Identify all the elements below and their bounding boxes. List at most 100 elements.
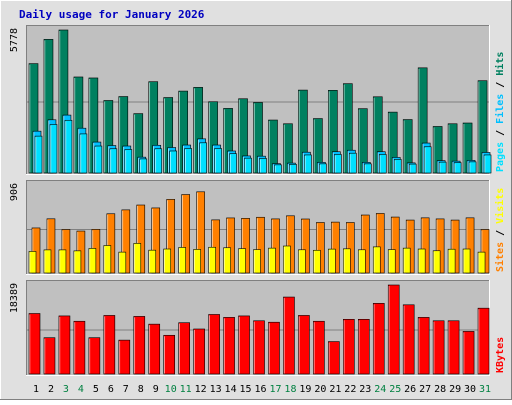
bar-pages: [229, 153, 237, 174]
day-label: 6: [108, 384, 114, 395]
bar-pages: [139, 158, 148, 174]
bar-kbytes-body: [343, 319, 355, 375]
day-label: 15: [240, 384, 252, 395]
max-value-label: 5778: [9, 28, 20, 52]
bar-kbytes: [148, 323, 161, 375]
bar-sites: [343, 248, 351, 274]
bar-sites: [133, 243, 142, 274]
max-value-label: 18389: [9, 283, 20, 313]
bar-pages-body: [483, 154, 492, 174]
day-label: 5: [93, 384, 99, 395]
day-label: 25: [389, 384, 401, 395]
bar-pages: [214, 148, 222, 174]
bar-sites-body: [462, 248, 471, 274]
bar-sites: [253, 249, 261, 274]
bar-pages: [304, 154, 312, 174]
bar-sites-body: [148, 249, 157, 274]
bar-kbytes: [193, 328, 205, 375]
bar-sites-body: [313, 249, 321, 274]
bar-kbytes: [343, 319, 355, 375]
max-value-label: 906: [9, 183, 20, 201]
bar-kbytes: [432, 320, 445, 375]
bar-pages-body: [214, 148, 222, 174]
bar-pages: [334, 154, 342, 174]
bar-pages-body: [438, 161, 447, 174]
bar-sites-body: [268, 247, 276, 274]
bar-sites: [402, 247, 411, 274]
bar-sites: [313, 249, 321, 274]
bar-kbytes-body: [88, 337, 101, 375]
bar-pages-body: [259, 158, 267, 174]
bar-pages-body: [154, 148, 163, 174]
bar-kbytes: [88, 337, 101, 375]
bar-pages: [438, 161, 447, 174]
bar-kbytes-body: [208, 314, 220, 375]
bar-sites-body: [163, 248, 172, 274]
bar-kbytes: [103, 315, 116, 375]
day-label: 2: [48, 384, 54, 395]
bar-pages-body: [169, 150, 178, 174]
bar-kbytes: [73, 320, 86, 375]
bar-pages-body: [49, 124, 58, 174]
bar-kbytes-body: [118, 339, 131, 375]
bar-kbytes-body: [58, 315, 71, 375]
bar-sites-body: [298, 249, 306, 274]
bar-kbytes: [58, 315, 71, 375]
day-label: 4: [78, 384, 84, 395]
bar-sites: [477, 251, 486, 274]
bar-sites-body: [402, 247, 411, 274]
bar-pages-body: [124, 149, 133, 174]
bar-pages: [393, 159, 402, 174]
bar-sites-body: [417, 248, 426, 274]
day-label: 19: [299, 384, 311, 395]
bar-sites-body: [58, 249, 67, 274]
bar-pages-body: [34, 135, 43, 174]
bar-kbytes-body: [268, 321, 280, 375]
bar-sites: [208, 246, 216, 274]
bar-kbytes-body: [28, 313, 41, 375]
bar-pages: [109, 148, 118, 174]
day-label: 9: [153, 384, 159, 395]
bar-sites: [462, 248, 471, 274]
bar-kbytes-body: [372, 303, 385, 375]
day-label: 10: [165, 384, 177, 395]
bar-sites: [387, 249, 396, 274]
bar-sites-body: [343, 248, 351, 274]
bar-sites: [298, 249, 306, 274]
bar-pages: [274, 164, 282, 174]
bar-sites: [432, 250, 441, 274]
bar-sites-body: [223, 247, 231, 274]
bar-kbytes: [208, 314, 220, 375]
bar-pages-body: [468, 161, 477, 174]
panel-kbytes: 18389 KBytes: [9, 280, 506, 376]
bar-kbytes-body: [417, 317, 430, 375]
bar-kbytes: [462, 331, 475, 375]
bar-pages-body: [229, 153, 237, 174]
bar-kbytes: [118, 339, 131, 375]
bar-pages: [49, 124, 58, 174]
bars: [28, 284, 490, 375]
bar-sites-body: [357, 249, 366, 274]
day-label: 12: [195, 384, 207, 395]
bar-kbytes-body: [193, 328, 205, 375]
bar-sites: [238, 248, 246, 274]
bar-kbytes-body: [223, 317, 235, 375]
legend-part: Visits: [494, 188, 506, 224]
legend-part: KBytes: [495, 337, 506, 373]
bar-pages: [289, 164, 297, 174]
day-label: 30: [464, 384, 476, 395]
day-label: 14: [225, 384, 237, 395]
panel-visits-sites: 906 Sites / Visits: [9, 180, 506, 275]
bar-sites-body: [238, 248, 246, 274]
bar-pages-body: [453, 162, 462, 174]
bar-kbytes: [163, 334, 176, 375]
bar-sites-body: [372, 246, 381, 274]
bar-kbytes: [238, 315, 250, 375]
bar-sites: [43, 249, 52, 274]
bar-sites-body: [178, 247, 186, 274]
bar-pages-body: [334, 154, 342, 174]
bar-kbytes-body: [73, 320, 86, 375]
bar-sites-body: [103, 245, 112, 274]
